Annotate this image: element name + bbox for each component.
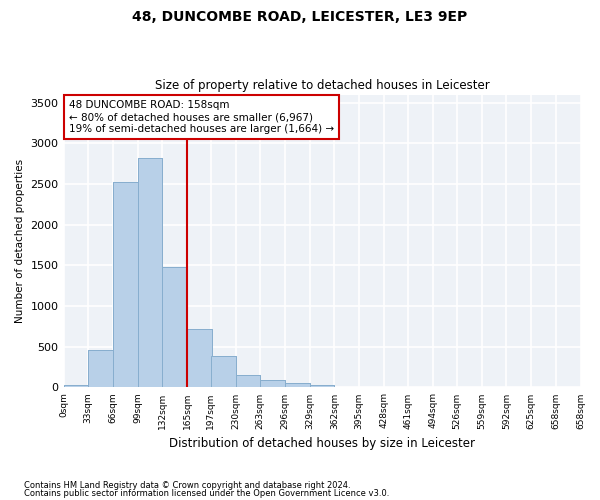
Text: 48, DUNCOMBE ROAD, LEICESTER, LE3 9EP: 48, DUNCOMBE ROAD, LEICESTER, LE3 9EP — [133, 10, 467, 24]
Bar — [64, 385, 88, 388]
Bar — [285, 384, 310, 388]
Text: Contains public sector information licensed under the Open Government Licence v3: Contains public sector information licen… — [24, 488, 389, 498]
Bar — [162, 267, 187, 388]
Bar — [88, 350, 113, 388]
Text: 48 DUNCOMBE ROAD: 158sqm
← 80% of detached houses are smaller (6,967)
19% of sem: 48 DUNCOMBE ROAD: 158sqm ← 80% of detach… — [69, 100, 334, 134]
Bar — [334, 386, 359, 388]
Bar — [137, 158, 162, 388]
Bar — [211, 356, 236, 388]
Bar — [187, 329, 212, 388]
Bar — [285, 384, 310, 388]
Bar — [260, 380, 285, 388]
Bar — [113, 182, 137, 388]
Y-axis label: Number of detached properties: Number of detached properties — [15, 159, 25, 323]
Bar — [187, 329, 212, 388]
Bar — [162, 267, 187, 388]
Bar — [113, 182, 137, 388]
Title: Size of property relative to detached houses in Leicester: Size of property relative to detached ho… — [155, 79, 490, 92]
Bar — [64, 385, 88, 388]
Bar — [310, 386, 334, 388]
Text: Contains HM Land Registry data © Crown copyright and database right 2024.: Contains HM Land Registry data © Crown c… — [24, 481, 350, 490]
Bar — [211, 356, 236, 388]
X-axis label: Distribution of detached houses by size in Leicester: Distribution of detached houses by size … — [169, 437, 475, 450]
Bar — [334, 386, 359, 388]
Bar — [236, 375, 260, 388]
Bar — [137, 158, 162, 388]
Bar — [88, 350, 113, 388]
Bar — [310, 386, 334, 388]
Bar — [236, 375, 260, 388]
Bar — [260, 380, 285, 388]
